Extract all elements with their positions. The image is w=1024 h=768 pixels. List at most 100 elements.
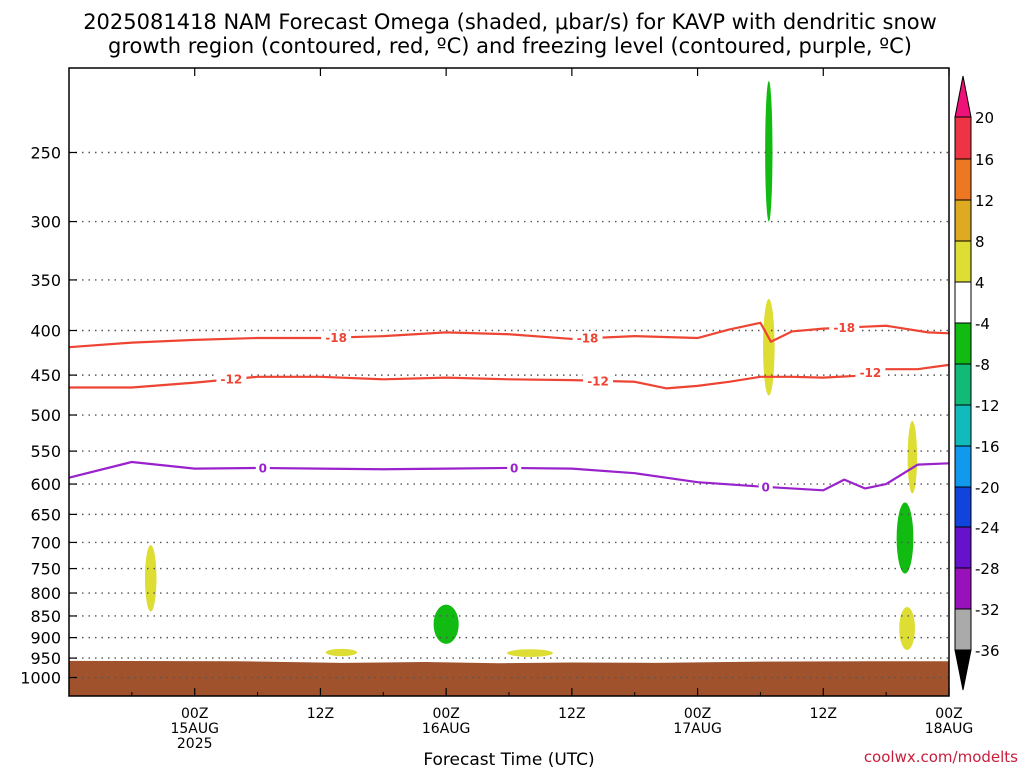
x-tick-label-0-0: 00Z — [181, 706, 208, 722]
y-tick-label-950: 950 — [30, 649, 61, 668]
colorbar-label-8: -16 — [975, 438, 1000, 456]
colorbar-segment-5 — [954, 322, 972, 365]
colorbar-segment-11 — [954, 567, 972, 610]
colorbar-segment-4 — [954, 281, 972, 324]
ground-fill — [69, 660, 949, 696]
colorbar-top-arrow — [954, 75, 972, 118]
contour-label-1-1: -12 — [587, 374, 609, 388]
colorbar-label-4: 4 — [975, 274, 985, 292]
contour-line-2 — [68, 460, 950, 492]
colorbar-segment-12 — [954, 608, 972, 651]
colorbar-label-12: -32 — [975, 601, 1000, 619]
contour-label-0-2: -18 — [833, 321, 855, 335]
x-tick-label-5-0: 12Z — [810, 706, 837, 722]
colorbar-segment-8 — [954, 445, 972, 488]
omega-shading-layer — [144, 81, 918, 657]
chart-title-line-1: 2025081418 NAM Forecast Omega (shaded, μ… — [83, 10, 937, 34]
chart-title-line-2: growth region (contoured, red, ºC) and f… — [108, 34, 912, 58]
y-tick-label-300: 300 — [30, 213, 61, 232]
contour-line-1 — [69, 363, 950, 390]
colorbar-label-2: 12 — [975, 192, 994, 210]
colorbar-bottom-arrow — [954, 649, 972, 691]
colorbar-label-9: -20 — [975, 479, 1000, 497]
y-tick-label-550: 550 — [30, 442, 61, 461]
omega-blob-3 — [506, 649, 553, 657]
y-tick-label-450: 450 — [30, 366, 61, 385]
omega-blob-8 — [899, 606, 915, 651]
x-axis-title: Forecast Time (UTC) — [423, 750, 594, 768]
x-tick-label-6-0: 00Z — [935, 706, 962, 722]
grid-layer — [69, 151, 949, 679]
y-tick-label-700: 700 — [30, 533, 61, 552]
colorbar-label-5: -4 — [975, 315, 990, 333]
colorbar-segment-7 — [954, 404, 972, 447]
colorbar-segment-9 — [954, 486, 972, 528]
omega-blob-6 — [907, 421, 918, 494]
x-tick-label-2-0: 00Z — [432, 706, 459, 722]
y-tick-label-500: 500 — [30, 406, 61, 425]
colorbar-label-0: 20 — [975, 109, 994, 127]
contour-label-bg — [216, 372, 247, 387]
y-tick-label-800: 800 — [30, 584, 61, 603]
contour-label-2-2: 0 — [761, 480, 769, 494]
y-tick-label-600: 600 — [30, 475, 61, 494]
omega-blob-0 — [144, 545, 157, 612]
contour-label-bg — [758, 479, 773, 494]
contour-label-bg — [855, 365, 886, 380]
x-tick-label-3-0: 12Z — [558, 706, 585, 722]
ground-layer — [69, 660, 949, 696]
y-axis: 250 300 350 400 450 500 550 600 650 700 750 800 850 9… — [20, 144, 77, 688]
omega-blob-1 — [433, 604, 459, 644]
contour-line-0 — [68, 321, 950, 349]
x-tick-label-4-1: 17AUG — [673, 721, 722, 737]
y-tick-label-350: 350 — [30, 271, 61, 290]
contour-label-0-0: -18 — [325, 331, 347, 345]
colorbar-label-3: 8 — [975, 233, 985, 251]
x-tick-label-6-1: 18AUG — [925, 721, 974, 737]
y-tick-label-1000: 1000 — [20, 669, 61, 688]
colorbar-segment-1 — [954, 158, 972, 201]
colorbar-label-13: -36 — [975, 642, 1000, 660]
y-tick-label-650: 650 — [30, 505, 61, 524]
y-tick-label-850: 850 — [30, 607, 61, 626]
contour-label-bg — [255, 461, 270, 476]
colorbar-label-6: -8 — [975, 356, 990, 374]
x-tick-label-0-1: 15AUG — [170, 721, 219, 737]
credit-text: coolwx.com/modelts — [864, 748, 1018, 766]
colorbar-label-7: -12 — [975, 397, 1000, 415]
colorbar-segment-0 — [954, 116, 972, 160]
contour-label-bg — [583, 373, 614, 388]
colorbar-label-10: -24 — [975, 519, 1000, 537]
contour-label-bg — [321, 330, 352, 345]
colorbar-segment-6 — [954, 363, 972, 406]
contour-layer: -18 -18 -18 -12 -12 -12 0 0 0 — [68, 320, 950, 494]
y-tick-label-900: 900 — [30, 629, 61, 648]
colorbar-segment-3 — [954, 240, 972, 283]
omega-blob-7 — [896, 502, 914, 574]
x-tick-label-1-0: 12Z — [307, 706, 334, 722]
x-tick-label-4-0: 00Z — [684, 706, 711, 722]
colorbar-segment-10 — [954, 526, 972, 569]
y-tick-label-750: 750 — [30, 560, 61, 579]
contour-label-2-0: 0 — [259, 462, 267, 476]
y-tick-label-400: 400 — [30, 322, 61, 341]
contour-label-1-2: -12 — [860, 366, 882, 380]
contour-label-bg — [507, 461, 522, 476]
contour-label-1-0: -12 — [221, 373, 243, 387]
contour-label-2-1: 0 — [510, 462, 518, 476]
omega-blob-2 — [325, 648, 358, 657]
omega-blob-5 — [763, 298, 775, 396]
omega-blob-4 — [765, 81, 773, 222]
contour-label-bg — [829, 320, 860, 335]
colorbar: 20 16 12 8 4 -4 -8 -12 -16 -20 -24 -28 -32 -36 — [954, 75, 1000, 691]
colorbar-label-1: 16 — [975, 151, 994, 169]
contour-label-0-1: -18 — [577, 332, 599, 346]
colorbar-segment-2 — [954, 199, 972, 242]
x-tick-label-2-1: 16AUG — [422, 721, 471, 737]
contour-label-bg — [572, 331, 603, 346]
colorbar-label-11: -28 — [975, 560, 1000, 578]
y-tick-label-250: 250 — [30, 144, 61, 163]
x-tick-label-0-2: 2025 — [177, 736, 213, 752]
